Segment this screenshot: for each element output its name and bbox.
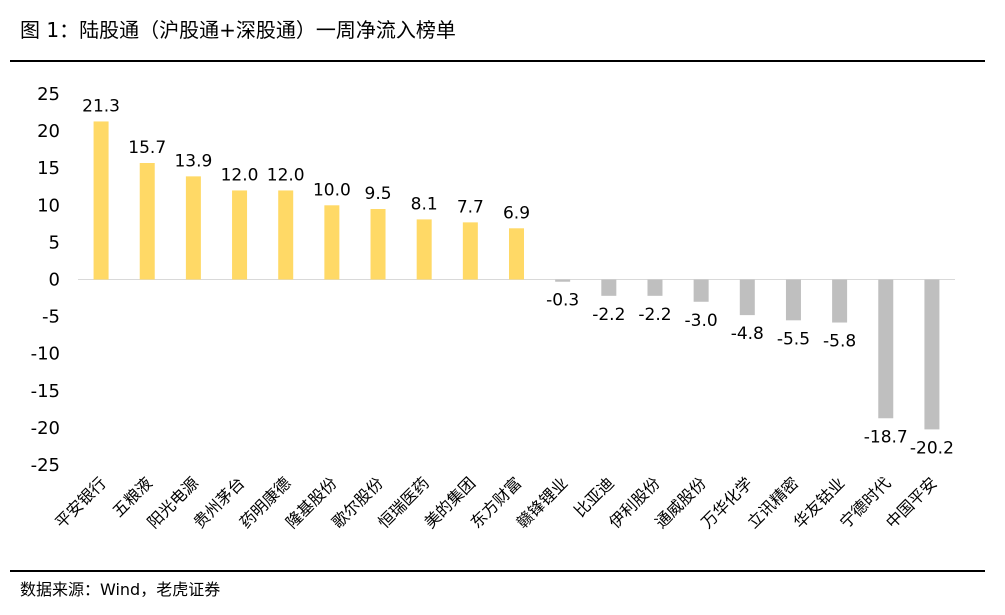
bar [370,209,386,280]
bars [93,121,940,430]
data-label: -3.0 [685,311,718,331]
data-label: 15.7 [128,138,166,158]
data-label: 6.9 [503,203,530,223]
bottom-rule [10,570,985,572]
data-labels: 21.3 15.7 13.9 12.0 12.0 10.0 9.5 8.1 7.7 6.9 -0.3… [82,96,954,458]
category-label: 赣锋锂业 [513,473,572,532]
data-label: 21.3 [82,96,120,116]
y-tick-label: 20 [37,121,60,142]
data-label: -18.7 [864,427,908,447]
bar [878,279,894,419]
data-label: 10.0 [313,180,351,200]
category-labels: 平安银行五粮液阳光电源贵州茅台药明康德隆基股份歌尔股份恒瑞医药美的集团东方财富赣… [51,473,941,532]
data-label: 8.1 [411,194,438,214]
y-tick-label: -15 [31,381,60,402]
bar [416,219,432,280]
bar [832,279,848,323]
bar [739,279,755,316]
y-tick-label: -5 [42,307,60,328]
data-label: 12.0 [267,165,305,185]
y-axis: 25 20 15 10 5 0 -5 -10 -15 -20 -25 [31,84,60,476]
y-tick-label: 15 [37,158,60,179]
data-label: 12.0 [221,165,259,185]
y-tick-label: -10 [31,344,60,365]
bar [924,279,940,430]
data-label: -20.2 [910,438,954,458]
bar [185,176,201,280]
data-label: -5.8 [823,332,856,352]
source-note: 数据来源：Wind，老虎证券 [20,580,221,599]
bar [93,121,109,280]
data-label: 7.7 [457,197,484,217]
bar [509,228,524,280]
bar [462,222,478,280]
y-tick-label: 5 [49,232,60,253]
top-rule [10,60,985,62]
bar [139,163,155,280]
data-label: -5.5 [777,329,810,349]
bar [232,190,248,280]
chart-title: 图 1：陆股通（沪股通+深股通）一周净流入榜单 [20,18,456,42]
bar [278,190,294,280]
y-tick-label: -20 [31,418,60,439]
bar [324,205,340,280]
y-tick-label: 25 [37,84,60,105]
data-label: 9.5 [365,184,392,204]
bar [785,279,801,321]
data-label: -2.2 [592,305,625,325]
bar [601,279,617,296]
y-tick-label: -25 [31,455,60,476]
bar [647,279,663,296]
y-tick-label: 0 [49,270,60,291]
bar [555,279,571,282]
bar-chart: 25 20 15 10 5 0 -5 -10 -15 -20 -25 21.3 15.7 13.9 12.… [31,84,955,532]
category-label: 中国平安 [882,473,941,532]
category-label: 平安银行 [51,473,110,532]
bar [693,279,709,302]
data-label: -4.8 [731,324,764,344]
data-label: 13.9 [174,151,212,171]
y-tick-label: 10 [37,195,60,216]
data-label: -0.3 [546,291,579,311]
data-label: -2.2 [638,305,671,325]
